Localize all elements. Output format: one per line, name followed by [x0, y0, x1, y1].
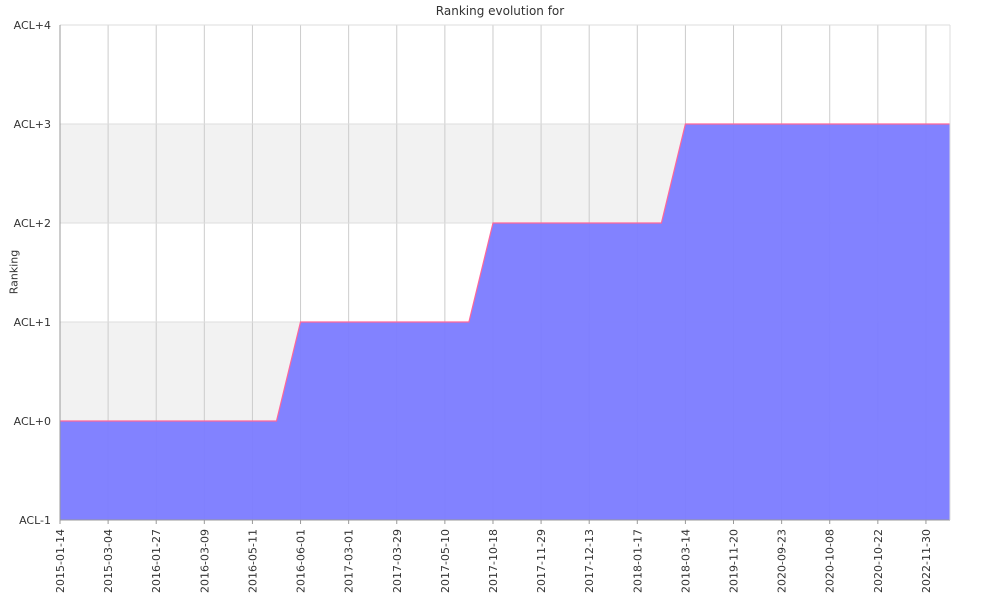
x-tick-label: 2017-11-29 [535, 529, 548, 593]
y-tick-label: ACL-1 [19, 514, 51, 527]
x-axis: 2015-01-14 2015-03-04 2016-01-27 2016-03-09… [54, 520, 933, 593]
area-series [60, 123, 950, 520]
x-tick-label: 2018-03-14 [679, 529, 692, 593]
x-tick-label: 2017-03-01 [343, 529, 356, 593]
x-tick-label: 2016-01-27 [150, 529, 163, 593]
x-tick-label: 2019-11-20 [728, 529, 741, 593]
x-tick-label: 2016-03-09 [198, 529, 211, 593]
x-tick-label: 2017-12-13 [583, 529, 596, 593]
x-tick-label: 2022-11-30 [920, 529, 933, 593]
x-tick-label: 2020-09-23 [776, 529, 789, 593]
x-tick-label: 2016-05-11 [246, 529, 259, 593]
y-axis: ACL-1 ACL+0 ACL+1 ACL+2 ACL+3 ACL+4 [14, 19, 51, 527]
x-tick-label: 2020-10-22 [872, 529, 885, 593]
y-tick-label: ACL+2 [14, 217, 51, 230]
plot-frame [59, 25, 951, 521]
x-tick-label: 2020-10-08 [824, 529, 837, 593]
y-tick-label: ACL+1 [14, 316, 51, 329]
chart-title: Ranking evolution for [435, 4, 565, 18]
series-line [60, 123, 950, 422]
y-tick-label: ACL+0 [14, 415, 51, 428]
x-tick-label: 2017-10-18 [487, 529, 500, 593]
y-tick-label: ACL+3 [14, 118, 51, 131]
x-tick-label: 2017-03-29 [391, 529, 404, 593]
x-tick-label: 2017-05-10 [439, 529, 452, 593]
x-tick-label: 2018-01-17 [631, 529, 644, 593]
area-fill [60, 124, 950, 520]
x-tick-label: 2015-03-04 [102, 529, 115, 593]
y-tick-label: ACL+4 [14, 19, 51, 32]
x-tick-label: 2015-01-14 [54, 529, 67, 593]
x-tick-label: 2016-06-01 [295, 529, 308, 593]
